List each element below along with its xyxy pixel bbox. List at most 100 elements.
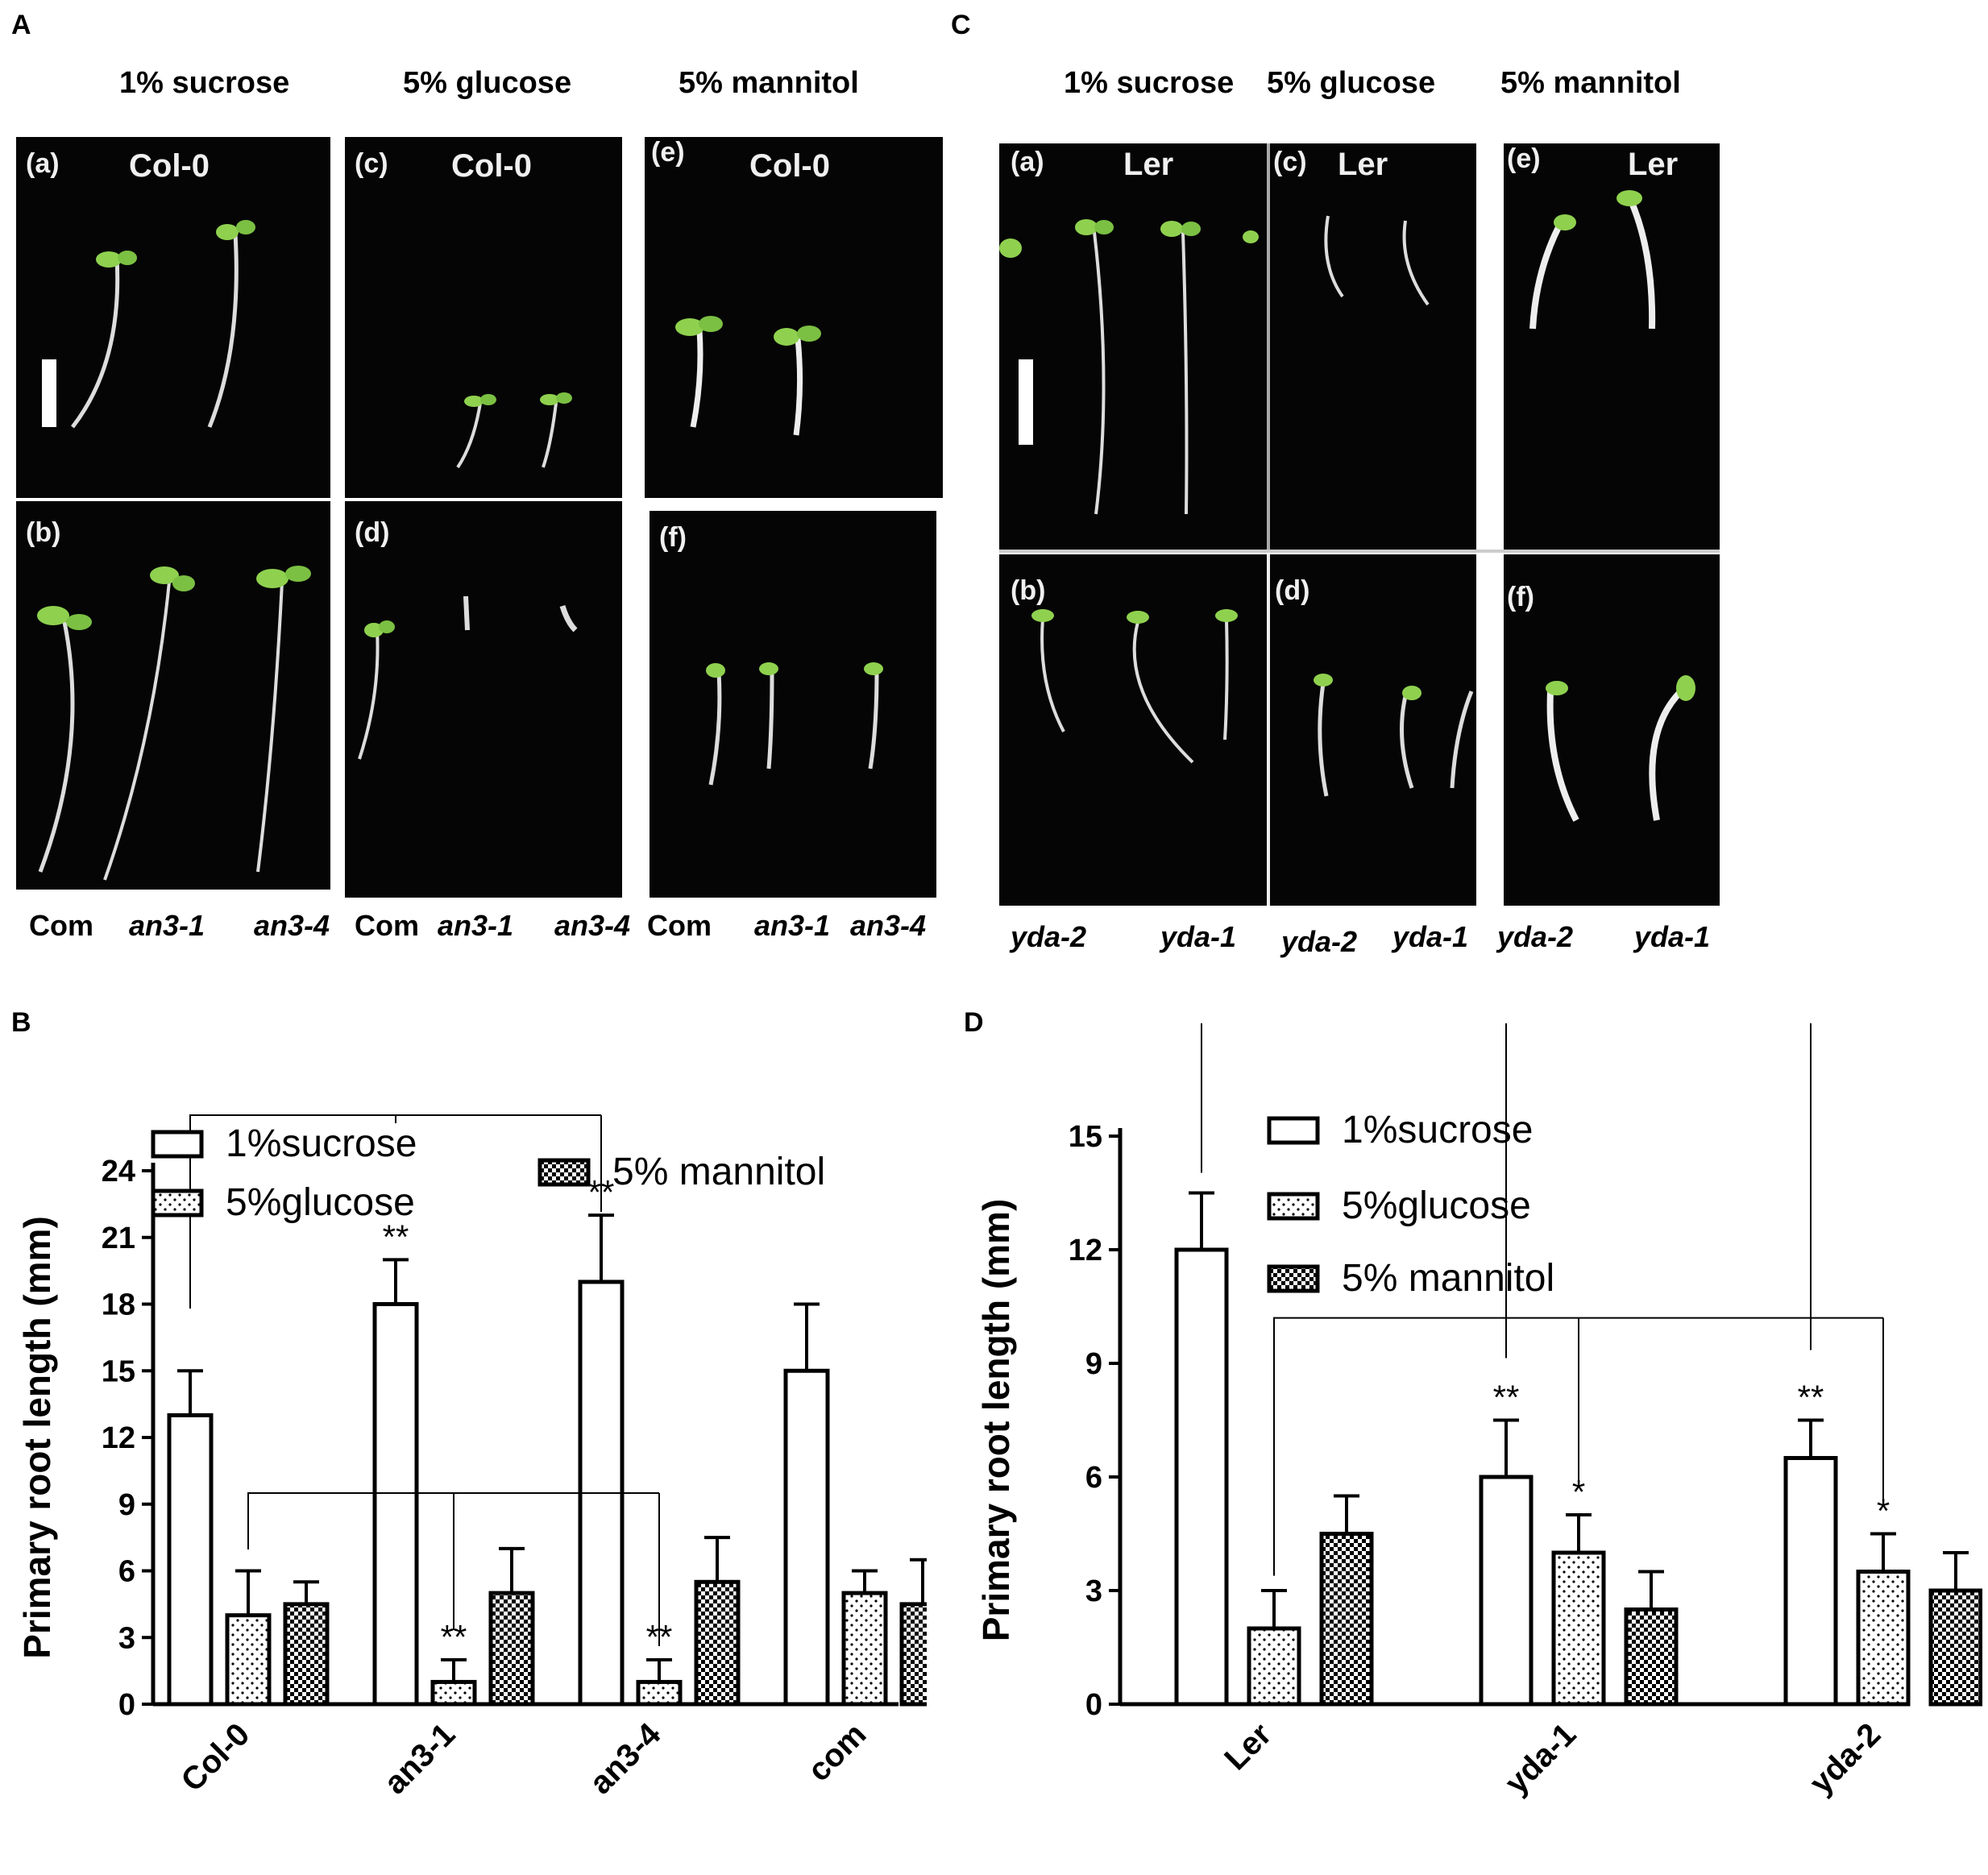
legend-swatch	[537, 1158, 591, 1187]
genotype-label: yda-2	[1011, 920, 1087, 953]
comparison-bracket	[189, 1114, 601, 1309]
condition-label: 5% glucose	[1267, 66, 1436, 100]
genotype-label: yda-2	[1497, 920, 1574, 953]
x-tick-label: com	[801, 1716, 873, 1788]
genotype-label: yda-1	[1634, 920, 1711, 953]
photo-genotype: Ler	[1628, 147, 1679, 182]
legend-label: 5% mannitol	[612, 1151, 825, 1193]
seedling-photo-d: (d)	[1270, 554, 1476, 906]
seedling-image	[706, 662, 883, 786]
bar	[1247, 1626, 1301, 1707]
y-tick-label: 0	[118, 1688, 135, 1722]
photo-genotype: Ler	[1338, 147, 1388, 182]
bar	[1928, 1588, 1982, 1707]
y-tick-label: 24	[102, 1155, 135, 1188]
bar	[1551, 1550, 1606, 1707]
legend-label: 5% mannitol	[1342, 1257, 1554, 1300]
genotype-label: Com	[355, 909, 419, 942]
bar	[1174, 1247, 1229, 1707]
divider	[1267, 554, 1270, 906]
genotype-label: an3-1	[438, 909, 514, 942]
bar	[167, 1412, 214, 1707]
y-tick-label: 6	[118, 1555, 135, 1589]
bar	[636, 1679, 683, 1707]
x-tick-label: Ler	[1218, 1716, 1278, 1777]
divider	[999, 550, 1720, 553]
bar	[1783, 1456, 1838, 1707]
legend-label: 1%sucrose	[226, 1122, 417, 1165]
x-tick-label: an3-1	[377, 1716, 462, 1801]
condition-label: 5% mannitol	[679, 66, 859, 100]
seedling-image	[1529, 190, 1656, 330]
condition-label: 1% sucrose	[119, 66, 290, 100]
seedling-image	[71, 220, 255, 429]
legend-swatch	[151, 1130, 204, 1159]
y-axis-title: Primary root length (mm)	[975, 1199, 1017, 1642]
photo-tag: (f)	[659, 522, 687, 553]
comparison-bracket	[1201, 1023, 1202, 1173]
significance-mark: **	[1493, 1379, 1520, 1417]
bar	[1319, 1532, 1374, 1707]
genotype-label: an3-4	[554, 909, 631, 942]
seedling-image	[1546, 675, 1695, 822]
scale-bar	[42, 359, 56, 427]
genotype-label: yda-1	[1392, 920, 1469, 953]
seedling-image	[999, 219, 1259, 515]
seedling-photo-d: (d)	[345, 501, 622, 898]
photo-genotype: Col-0	[749, 148, 830, 184]
y-axis-title: Primary root length (mm)	[16, 1216, 58, 1659]
condition-label: 1% sucrose	[1064, 66, 1235, 100]
bar	[694, 1579, 741, 1707]
x-tick-label: yda-2	[1803, 1716, 1887, 1801]
genotype-label: Com	[29, 909, 93, 942]
photo-tag: (e)	[1507, 143, 1541, 174]
significance-mark: **	[1798, 1379, 1824, 1417]
seedling-image	[37, 566, 311, 881]
y-tick-label: 3	[1085, 1574, 1102, 1608]
seedling-photo-e: (e) Ler	[1504, 143, 1720, 550]
y-tick-label: 21	[102, 1222, 135, 1255]
panel-letter-c: C	[951, 10, 971, 40]
seedling-photo-a: (a) Ler	[999, 143, 1267, 550]
photo-tag: (c)	[1273, 147, 1307, 177]
legend-swatch	[1267, 1192, 1320, 1221]
panel-letter-b: B	[11, 1007, 31, 1038]
photo-genotype: Col-0	[129, 148, 210, 184]
bar	[283, 1602, 330, 1707]
photo-tag: (a)	[1011, 147, 1044, 177]
genotype-label: an3-1	[129, 909, 205, 942]
chart-root-length-yda: 0 3 6 9 12 15 Primary root length (mm) Ler yda-1…	[975, 1023, 1982, 1801]
genotype-label: an3-4	[850, 909, 927, 942]
bar	[372, 1302, 419, 1707]
photo-tag: (e)	[651, 137, 685, 168]
legend-swatch	[1267, 1116, 1320, 1145]
seedling-image	[456, 392, 572, 469]
y-tick-label: 18	[102, 1288, 135, 1322]
panel-letter-d: D	[964, 1007, 984, 1038]
comparison-bracket	[1273, 1317, 1883, 1576]
seedling-image	[358, 595, 578, 760]
photo-tag: (b)	[1011, 575, 1046, 606]
condition-label: 5% glucose	[403, 66, 572, 100]
comparison-bracket	[247, 1491, 659, 1549]
seedling-image	[1031, 609, 1238, 764]
genotype-label: an3-4	[254, 909, 330, 942]
bar	[1856, 1570, 1911, 1707]
panel-letter-a: A	[11, 10, 31, 40]
seedling-image	[1324, 215, 1430, 306]
genotype-label: an3-1	[754, 909, 831, 942]
y-tick-label: 12	[102, 1421, 135, 1455]
bar	[488, 1591, 535, 1707]
significance-mark: **	[383, 1218, 409, 1255]
y-tick-label: 9	[1085, 1347, 1102, 1381]
legend-swatch	[1267, 1264, 1320, 1293]
scale-bar	[1019, 359, 1033, 445]
genotype-label: yda-1	[1160, 920, 1237, 953]
legend-label: 5%glucose	[226, 1181, 415, 1224]
legend-label: 1%sucrose	[1342, 1109, 1533, 1151]
x-tick-label: yda-1	[1498, 1716, 1583, 1801]
seedling-photo-c: (c) Col-0	[345, 137, 622, 498]
y-tick-label: 6	[1085, 1461, 1102, 1495]
bar	[225, 1613, 272, 1707]
seedling-image	[675, 316, 821, 436]
